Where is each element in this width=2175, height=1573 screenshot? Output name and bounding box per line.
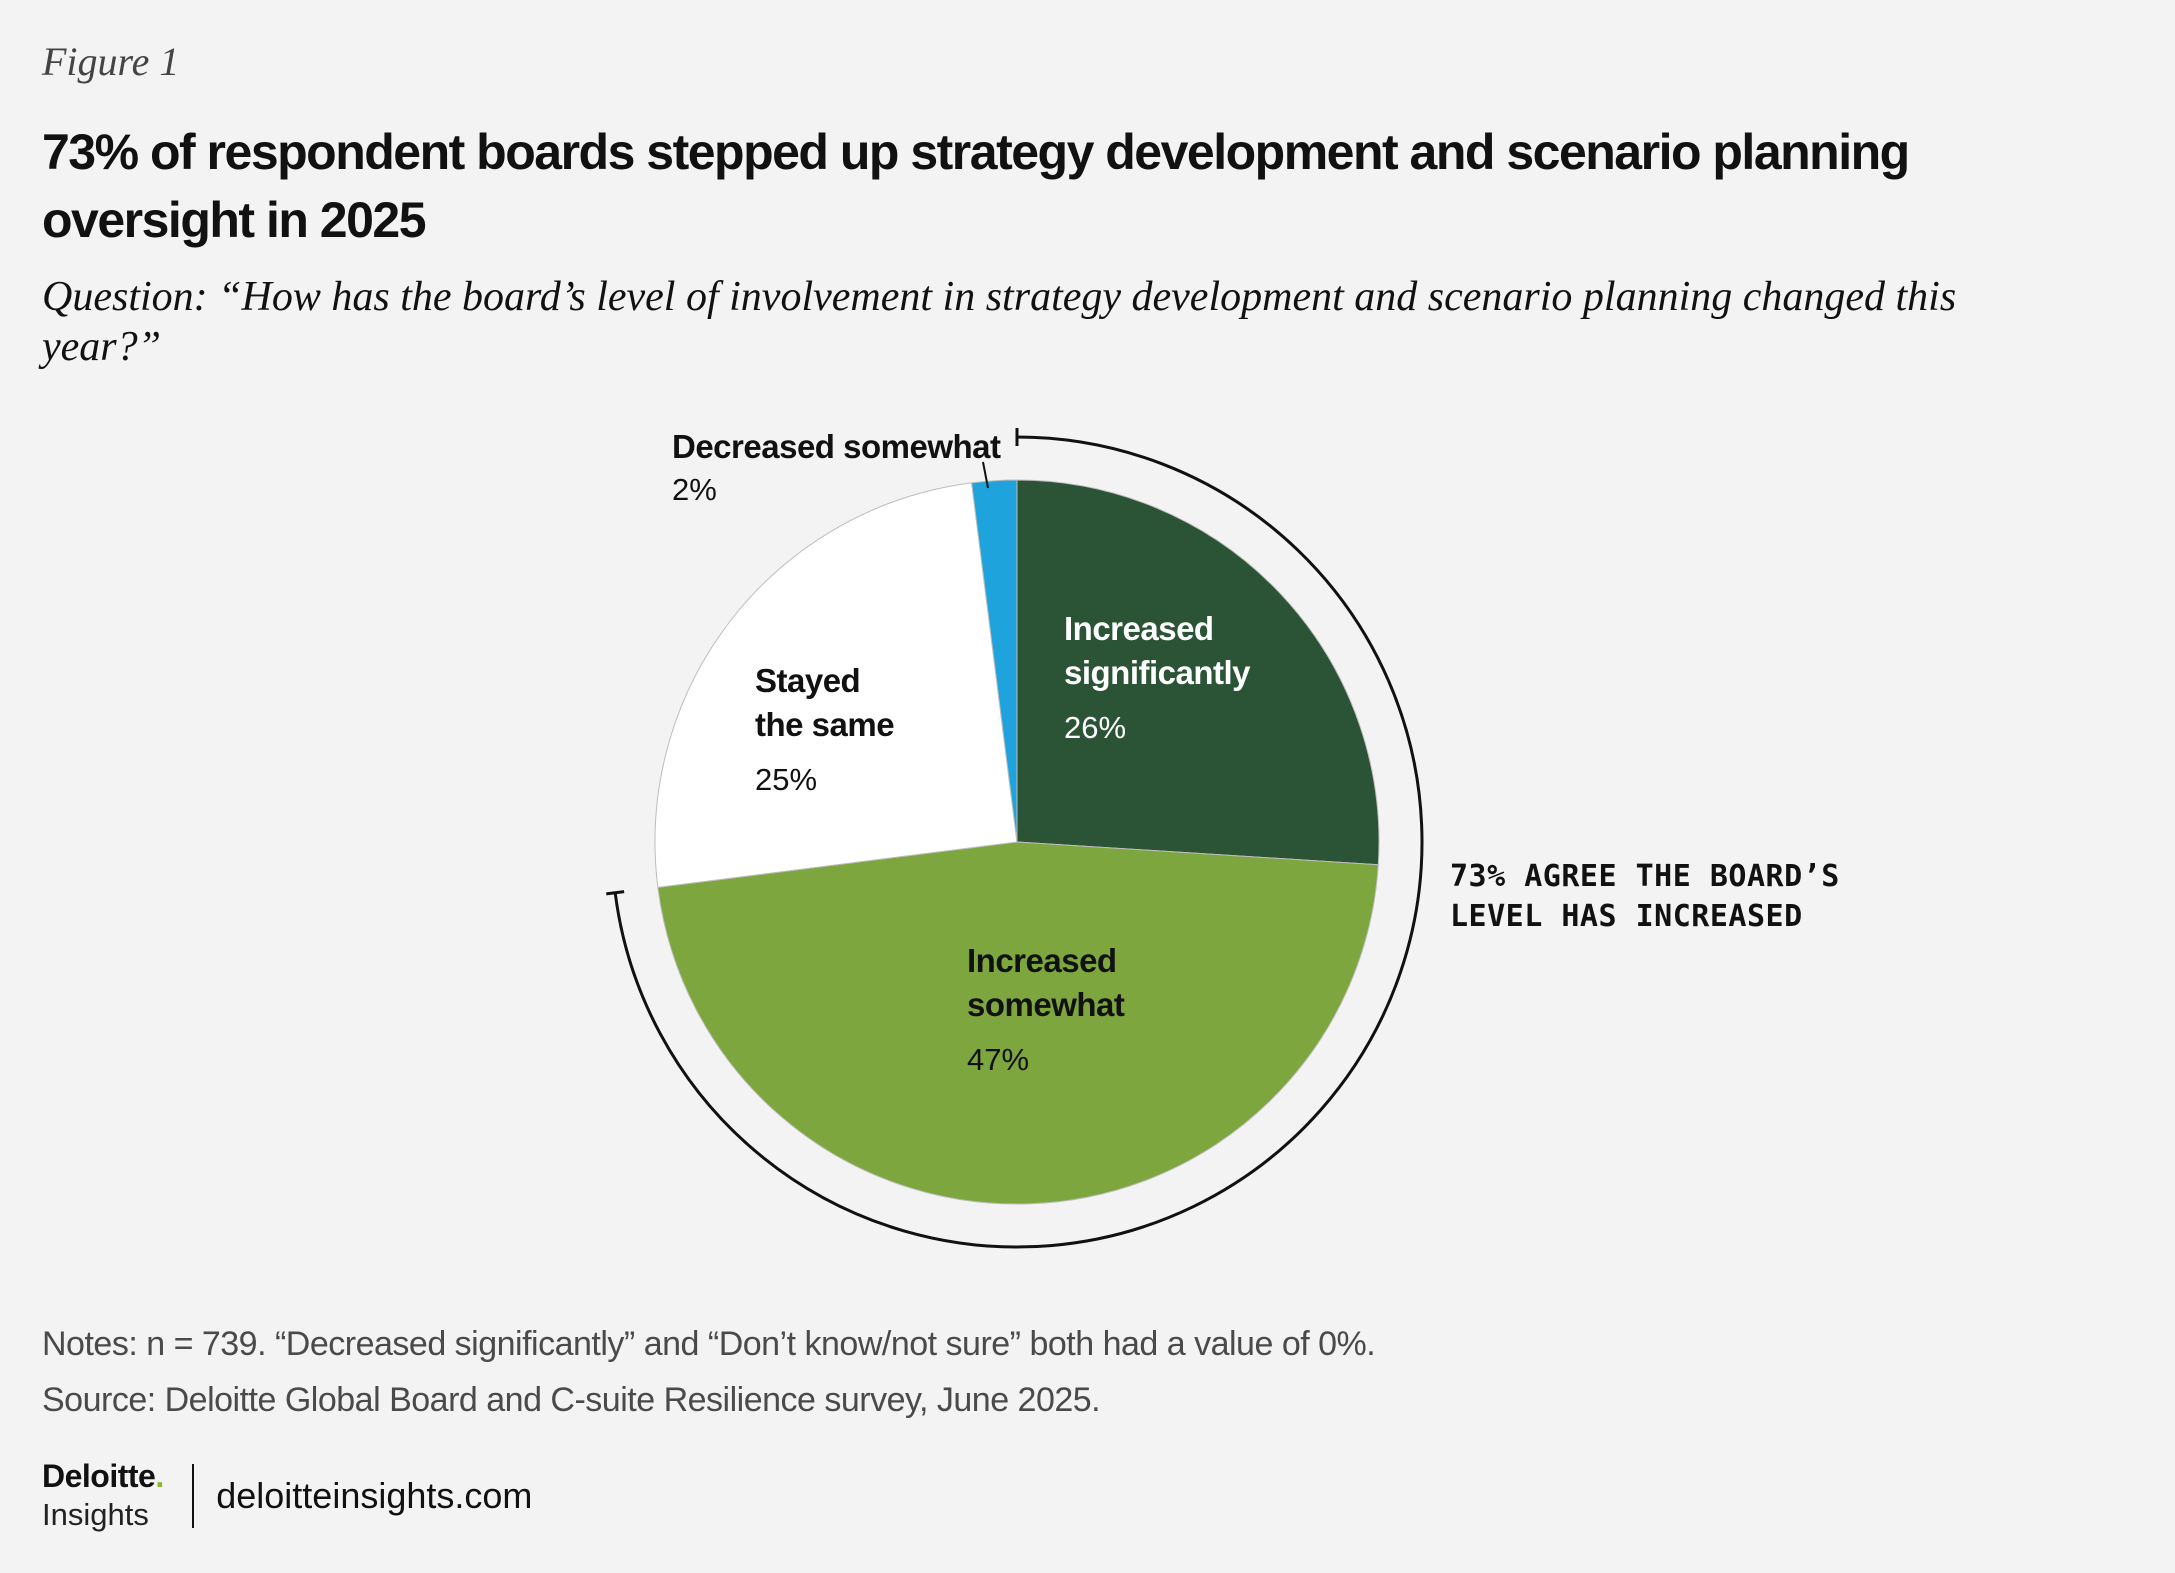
slice-label: Stayed bbox=[755, 662, 860, 699]
slice-label: Increased bbox=[967, 942, 1117, 979]
slice-leader-line bbox=[982, 461, 989, 489]
slice-value-label: 26% bbox=[1064, 710, 1126, 745]
annotation-bracket-arc bbox=[613, 435, 1424, 1249]
slice-label: Decreased somewhat bbox=[672, 428, 1001, 465]
slice-label: the same bbox=[755, 706, 894, 743]
notes-text: Notes: n = 739. “Decreased significantly… bbox=[42, 1325, 1376, 1363]
slice-label: somewhat bbox=[967, 986, 1125, 1023]
chart-title: 73% of respondent boards stepped up stra… bbox=[42, 124, 1910, 248]
chart-question: Question: “How has the board’s level of … bbox=[42, 274, 1957, 370]
pie-slice bbox=[971, 479, 1018, 843]
site-link[interactable]: deloitteinsights.com bbox=[216, 1474, 533, 1516]
footer-divider bbox=[192, 1463, 195, 1528]
figure-label: Figure 1 bbox=[42, 39, 180, 84]
logo-subtitle: Insights bbox=[42, 1497, 149, 1532]
slice-label: significantly bbox=[1064, 654, 1251, 691]
chart-notes: Notes: n = 739. “Decreased significantly… bbox=[42, 1316, 1376, 1428]
slice-label: Increased bbox=[1064, 610, 1214, 647]
deloitte-insights-logo: Deloitte. Insights bbox=[42, 1460, 164, 1531]
annotation-label: LEVEL HAS INCREASED bbox=[1450, 899, 1803, 934]
pie-slice bbox=[654, 482, 1018, 888]
logo-brand: Deloitte bbox=[42, 1458, 156, 1494]
logo-dot: . bbox=[155, 1458, 165, 1494]
bracket-tick-end bbox=[606, 890, 625, 896]
slice-value-label: 25% bbox=[755, 762, 817, 797]
pie-slice bbox=[1016, 479, 1380, 866]
slice-value-label: 47% bbox=[967, 1042, 1029, 1077]
pie-slice bbox=[657, 841, 1379, 1205]
footer: Deloitte. Insights deloitteinsights.com bbox=[42, 1460, 532, 1531]
slice-value-label: 2% bbox=[672, 472, 717, 507]
source-text: Source: Deloitte Global Board and C-suit… bbox=[42, 1381, 1101, 1419]
annotation-label: 73% AGREE THE BOARD’S bbox=[1450, 859, 1840, 894]
